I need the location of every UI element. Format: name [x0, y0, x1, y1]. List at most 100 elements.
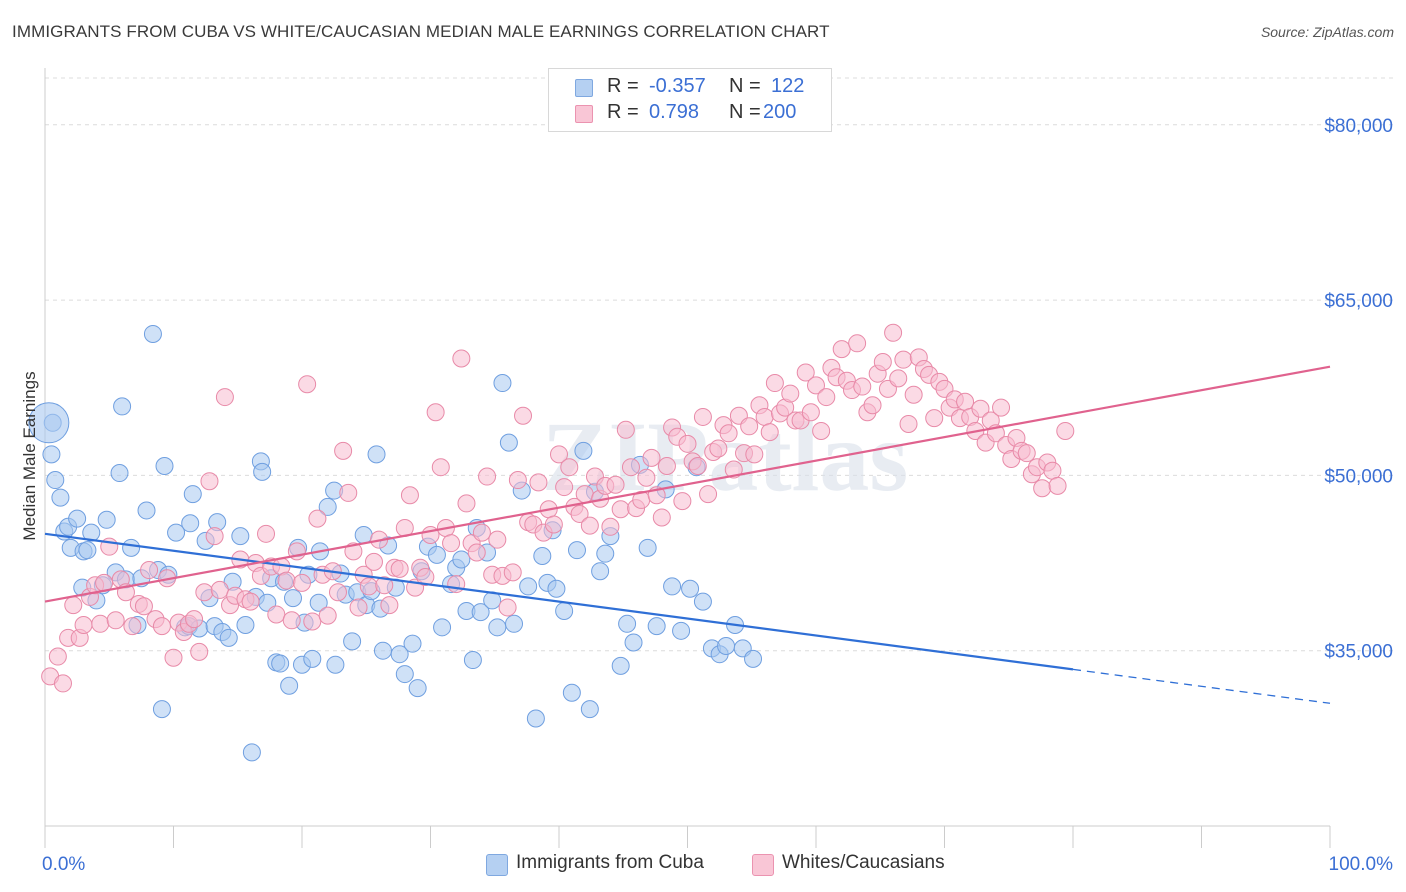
point-cuba	[219, 628, 238, 647]
r-value: -0.357	[649, 75, 706, 97]
point-whites	[606, 475, 625, 494]
point-cuba	[42, 445, 61, 464]
point-whites	[781, 384, 800, 403]
point-whites	[190, 642, 209, 661]
point-whites	[601, 517, 620, 536]
point-cuba	[343, 632, 362, 651]
point-cuba	[309, 593, 328, 612]
point-cuba	[68, 509, 87, 528]
point-whites	[74, 615, 93, 634]
trend-line-whites	[44, 365, 1331, 603]
point-whites	[817, 388, 836, 407]
point-whites	[195, 583, 214, 602]
point-whites	[200, 472, 219, 491]
point-whites	[164, 648, 183, 667]
point-whites	[364, 552, 383, 571]
point-whites	[339, 483, 358, 502]
point-whites	[853, 377, 872, 396]
trend-lines	[44, 365, 1331, 704]
trend-line-cuba	[44, 532, 1074, 671]
point-whites	[812, 421, 831, 440]
point-whites	[550, 445, 568, 464]
point-whites	[359, 577, 378, 596]
point-whites	[555, 478, 574, 497]
point-whites	[318, 606, 337, 625]
y-axis-label: Median Male Earnings	[20, 371, 39, 541]
point-whites	[760, 423, 779, 442]
point-cuba	[46, 471, 65, 490]
point-whites	[709, 439, 728, 458]
point-cuba	[493, 374, 512, 393]
point-whites	[400, 486, 419, 505]
point-whites	[873, 353, 892, 372]
legend-swatch-whites	[752, 854, 774, 876]
point-whites	[657, 457, 676, 476]
point-cuba	[611, 656, 630, 675]
point-whites	[257, 524, 276, 543]
point-whites	[152, 617, 171, 636]
point-whites	[1033, 479, 1052, 498]
point-cuba	[499, 433, 518, 452]
point-whites	[215, 388, 234, 407]
point-whites	[277, 571, 296, 590]
point-cuba-large	[28, 402, 70, 444]
point-cuba	[618, 614, 637, 633]
point-whites	[699, 485, 718, 504]
point-cuba	[717, 637, 736, 656]
point-whites	[328, 583, 347, 602]
point-whites	[899, 414, 918, 433]
point-whites	[503, 563, 522, 582]
point-whites	[64, 596, 83, 615]
point-whites	[282, 611, 301, 630]
point-whites	[416, 568, 435, 587]
point-whites	[472, 523, 491, 542]
point-cuba	[744, 649, 763, 668]
point-whites	[992, 398, 1011, 417]
point-cuba	[137, 501, 156, 520]
point-cuba	[236, 615, 255, 634]
point-cuba	[51, 488, 70, 507]
point-cuba	[231, 527, 250, 546]
point-cuba	[318, 497, 337, 516]
point-whites	[457, 494, 476, 513]
point-whites	[801, 403, 820, 422]
point-cuba	[280, 676, 299, 695]
point-whites	[894, 350, 913, 369]
point-cuba	[427, 545, 446, 564]
point-cuba	[373, 641, 392, 660]
point-whites	[1056, 421, 1075, 440]
point-whites	[611, 500, 630, 519]
point-whites	[267, 605, 286, 624]
point-whites	[241, 592, 260, 611]
point-whites	[529, 473, 548, 492]
r-value: 0.798	[649, 101, 700, 123]
x-tick-label-min: 0.0%	[42, 854, 85, 875]
point-whites	[637, 468, 656, 487]
point-whites	[616, 420, 635, 439]
point-whites	[807, 376, 825, 395]
point-cuba	[580, 700, 599, 719]
point-cuba	[567, 541, 586, 560]
y-tick-label: $50,000	[1324, 466, 1393, 487]
r-label: R =	[607, 101, 639, 123]
point-cuba	[681, 579, 700, 598]
point-whites	[925, 409, 944, 428]
point-cuba	[390, 645, 409, 664]
legend-label-whites: Whites/Caucasians	[782, 852, 945, 873]
point-whites	[123, 617, 142, 636]
point-cuba	[183, 485, 202, 504]
point-whites	[53, 674, 72, 693]
point-whites	[796, 363, 815, 382]
point-cuba	[395, 665, 414, 684]
n-value: 122	[771, 75, 805, 97]
point-cuba	[408, 679, 427, 698]
legend-swatch-whites	[575, 105, 593, 123]
point-whites	[688, 457, 707, 476]
point-cuba	[555, 601, 574, 620]
point-whites	[303, 612, 322, 631]
point-whites	[380, 596, 399, 615]
point-cuba	[672, 621, 691, 640]
point-cuba	[647, 617, 666, 636]
point-whites	[652, 508, 671, 527]
